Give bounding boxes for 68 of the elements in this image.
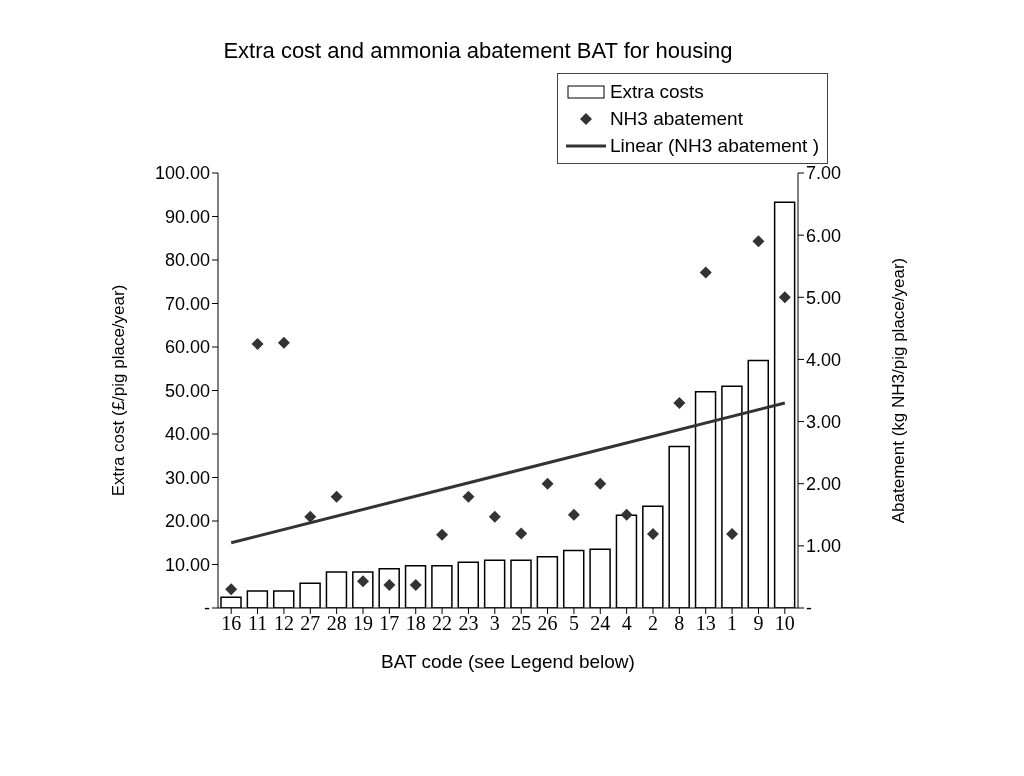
y-tick-label: 70.00 (164, 293, 210, 314)
point (515, 527, 528, 540)
point (647, 528, 659, 541)
x-tick-label: 22 (432, 612, 453, 635)
point (436, 528, 449, 541)
legend-label: NH3 abatement (609, 107, 743, 131)
x-tick-label: 12 (273, 612, 294, 635)
x-tick-label: 4 (621, 612, 632, 635)
point (699, 266, 712, 279)
point (488, 510, 501, 523)
y2-axis-title: Abatement (kg NH3/pig place/year) (889, 257, 909, 524)
point (225, 583, 238, 596)
y-axis-title: Extra cost (£/pig place/year) (109, 284, 129, 497)
point (726, 528, 739, 541)
x-tick-label: 9 (753, 612, 764, 635)
y2-tick-label: 4.00 (806, 349, 842, 370)
y2-tick-label: 2.00 (806, 474, 842, 495)
x-tick-label: 3 (489, 612, 500, 635)
y-tick-label: - (204, 598, 210, 619)
point (567, 508, 580, 521)
x-tick-label: 11 (247, 612, 268, 635)
x-tick-label: 2 (648, 612, 658, 635)
y2-tick-label: - (806, 598, 812, 619)
x-tick-label: 19 (353, 612, 373, 635)
y2-tick-label: 6.00 (806, 225, 842, 246)
y2-tick-label: 5.00 (806, 287, 842, 308)
point (357, 575, 369, 588)
x-tick-label: 1 (727, 612, 738, 635)
x-tick-label: 26 (537, 612, 558, 635)
chart-title: Extra cost and ammonia abatement BAT for housing (222, 38, 734, 64)
x-tick-label: 24 (590, 612, 611, 635)
x-tick-label: 13 (695, 612, 716, 635)
y2-tick-label: 1.00 (806, 536, 842, 557)
point (541, 477, 554, 490)
x-tick-label: 10 (774, 612, 795, 635)
x-tick-label: 8 (674, 612, 685, 635)
y-tick-label: 60.00 (164, 337, 210, 358)
x-tick-label: 28 (326, 612, 347, 635)
y-tick-label: 20.00 (164, 511, 210, 532)
point (251, 337, 264, 350)
point (304, 510, 317, 523)
x-tick-label: 27 (300, 612, 321, 635)
legend-label: Extra costs (609, 80, 704, 104)
point (752, 235, 765, 248)
y-tick-label: 30.00 (164, 467, 210, 488)
point (330, 490, 343, 503)
x-tick-label: 23 (458, 612, 479, 635)
x-tick-label: 25 (511, 612, 532, 635)
y-tick-label: 80.00 (164, 250, 210, 271)
x-tick-label: 16 (221, 612, 242, 635)
x-axis-title: BAT code (see Legend below) (381, 651, 635, 672)
x-tick-label: 17 (379, 612, 400, 635)
point (620, 508, 633, 521)
y-tick-label: 100.00 (154, 163, 210, 184)
point (673, 396, 686, 409)
x-tick-label: 5 (568, 612, 579, 635)
legend-label: Linear (NH3 abatement ) (609, 134, 819, 158)
y-tick-label: 90.00 (164, 206, 210, 227)
y2-tick-label: 3.00 (806, 411, 842, 432)
y-tick-label: 50.00 (164, 380, 210, 401)
y-tick-label: 10.00 (164, 554, 210, 575)
point (594, 477, 607, 490)
x-tick-label: 18 (405, 612, 426, 635)
point (462, 490, 475, 503)
point (277, 336, 290, 349)
y2-tick-label: 7.00 (806, 163, 842, 184)
y-tick-label: 40.00 (164, 424, 210, 445)
point (778, 291, 791, 304)
